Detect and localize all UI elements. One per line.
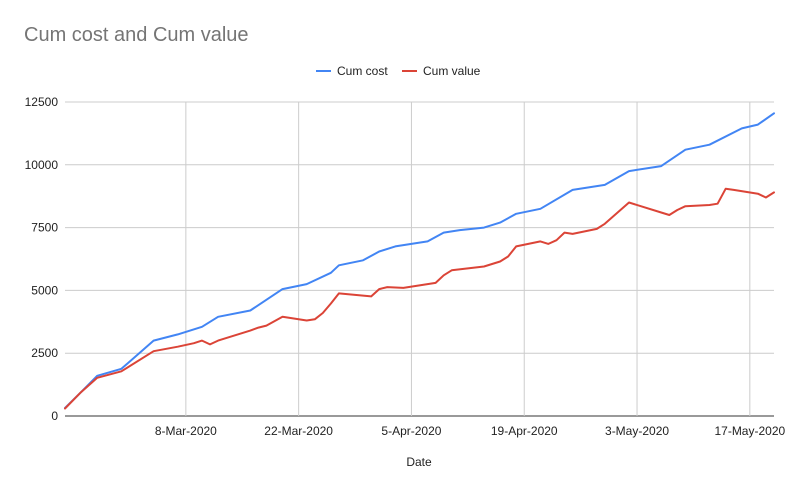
series-lines: [64, 112, 775, 410]
series-line-cum-value: [64, 187, 775, 410]
y-axis-tick-labels: 0 2500 5000 7500 10000 12500: [25, 95, 59, 423]
chart-title: Cum cost and Cum value: [24, 24, 249, 46]
x-tick-label: 3-May-2020: [605, 424, 669, 438]
series-line-cum-cost: [64, 112, 775, 409]
legend: Cum cost Cum value: [316, 64, 481, 78]
x-tick-label: 22-Mar-2020: [264, 424, 333, 438]
y-tick-label: 12500: [25, 95, 59, 109]
y-tick-label: 7500: [31, 221, 58, 235]
y-tick-label: 0: [51, 409, 58, 423]
x-tick-label: 19-Apr-2020: [491, 424, 558, 438]
x-axis-title: Date: [406, 455, 432, 469]
y-tick-label: 10000: [25, 158, 59, 172]
y-tick-label: 2500: [31, 346, 58, 360]
legend-label: Cum value: [423, 64, 481, 78]
x-tick-label: 17-May-2020: [714, 424, 785, 438]
legend-label: Cum cost: [337, 64, 388, 78]
x-axis-tick-labels: 8-Mar-2020 22-Mar-2020 5-Apr-2020 19-Apr-20…: [155, 424, 786, 438]
y-tick-label: 5000: [31, 283, 58, 297]
grid: [65, 101, 774, 417]
x-tick-label: 8-Mar-2020: [155, 424, 217, 438]
x-tick-label: 5-Apr-2020: [381, 424, 441, 438]
